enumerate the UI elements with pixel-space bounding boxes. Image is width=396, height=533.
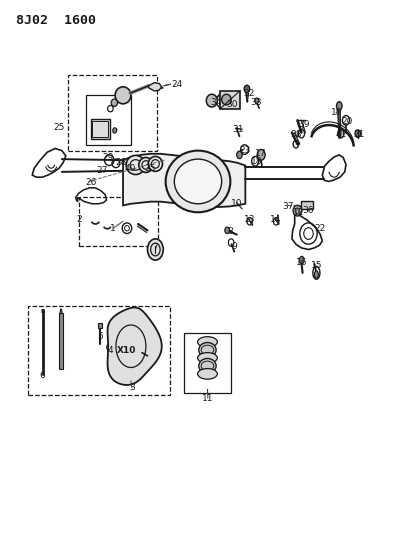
Ellipse shape xyxy=(113,128,117,133)
Bar xyxy=(92,121,108,137)
Text: 9: 9 xyxy=(231,242,237,251)
Text: 2: 2 xyxy=(76,215,82,224)
Ellipse shape xyxy=(206,94,217,107)
Ellipse shape xyxy=(222,94,231,105)
Text: 32: 32 xyxy=(244,89,255,98)
Text: 39: 39 xyxy=(298,119,310,128)
Polygon shape xyxy=(59,313,63,368)
Ellipse shape xyxy=(314,271,318,278)
Ellipse shape xyxy=(337,102,342,110)
Ellipse shape xyxy=(198,337,217,348)
Bar xyxy=(79,197,158,246)
Text: 40: 40 xyxy=(124,164,136,173)
Bar xyxy=(98,324,102,328)
Polygon shape xyxy=(60,309,62,313)
Text: 18: 18 xyxy=(251,157,262,166)
Ellipse shape xyxy=(139,158,153,172)
Text: 7: 7 xyxy=(152,244,158,253)
Ellipse shape xyxy=(237,151,242,159)
Text: 8: 8 xyxy=(227,228,233,237)
Bar xyxy=(29,306,169,395)
Text: 19: 19 xyxy=(331,108,343,117)
Text: 29: 29 xyxy=(102,153,114,162)
Text: 33: 33 xyxy=(251,98,262,107)
Ellipse shape xyxy=(174,159,222,204)
Ellipse shape xyxy=(111,99,118,107)
Text: 36: 36 xyxy=(302,206,314,215)
Polygon shape xyxy=(108,308,162,385)
Text: 11: 11 xyxy=(202,394,213,403)
Ellipse shape xyxy=(257,150,265,160)
Bar xyxy=(91,119,110,139)
Text: 5: 5 xyxy=(97,332,103,341)
Ellipse shape xyxy=(166,151,230,212)
Bar xyxy=(68,75,156,151)
Bar xyxy=(220,91,240,109)
Bar xyxy=(86,95,131,146)
Text: 31: 31 xyxy=(232,125,244,134)
Text: 24: 24 xyxy=(172,79,183,88)
Text: 8J02  1600: 8J02 1600 xyxy=(17,14,97,27)
Ellipse shape xyxy=(199,343,216,358)
Polygon shape xyxy=(148,83,162,91)
Text: 17: 17 xyxy=(255,149,267,158)
Text: 22: 22 xyxy=(314,224,325,233)
Text: 38: 38 xyxy=(290,130,302,139)
Text: 1: 1 xyxy=(110,224,116,233)
Text: 34: 34 xyxy=(210,98,221,107)
Bar xyxy=(301,201,313,209)
Ellipse shape xyxy=(293,205,302,216)
Ellipse shape xyxy=(198,368,217,379)
Text: 15: 15 xyxy=(310,261,322,270)
Text: 25: 25 xyxy=(53,123,65,132)
Text: 6: 6 xyxy=(39,371,45,380)
Text: 14: 14 xyxy=(270,215,282,224)
Ellipse shape xyxy=(147,239,163,260)
Bar xyxy=(184,334,231,393)
Ellipse shape xyxy=(255,98,259,103)
Ellipse shape xyxy=(355,130,361,138)
Ellipse shape xyxy=(115,87,131,104)
Text: 23: 23 xyxy=(239,146,250,155)
Text: 27: 27 xyxy=(97,166,108,175)
Ellipse shape xyxy=(225,227,230,233)
Ellipse shape xyxy=(148,157,162,171)
Text: X10: X10 xyxy=(116,346,136,355)
Text: 3: 3 xyxy=(129,383,135,392)
Ellipse shape xyxy=(198,353,217,364)
Text: 10: 10 xyxy=(231,199,242,208)
Text: 12: 12 xyxy=(293,208,304,217)
Ellipse shape xyxy=(244,85,250,93)
Polygon shape xyxy=(123,154,246,207)
Ellipse shape xyxy=(299,256,304,264)
Text: 4: 4 xyxy=(108,346,113,355)
Text: 16: 16 xyxy=(296,258,307,266)
Text: 20: 20 xyxy=(341,117,353,126)
Text: 13: 13 xyxy=(244,215,256,224)
Text: 37: 37 xyxy=(282,203,294,212)
Ellipse shape xyxy=(126,156,145,174)
Text: 21: 21 xyxy=(353,130,365,139)
Text: 26: 26 xyxy=(85,178,96,187)
Text: 35: 35 xyxy=(144,164,156,173)
Text: 30: 30 xyxy=(226,100,237,109)
Text: 41: 41 xyxy=(335,130,346,139)
Text: 28: 28 xyxy=(115,158,127,167)
Ellipse shape xyxy=(199,359,216,373)
